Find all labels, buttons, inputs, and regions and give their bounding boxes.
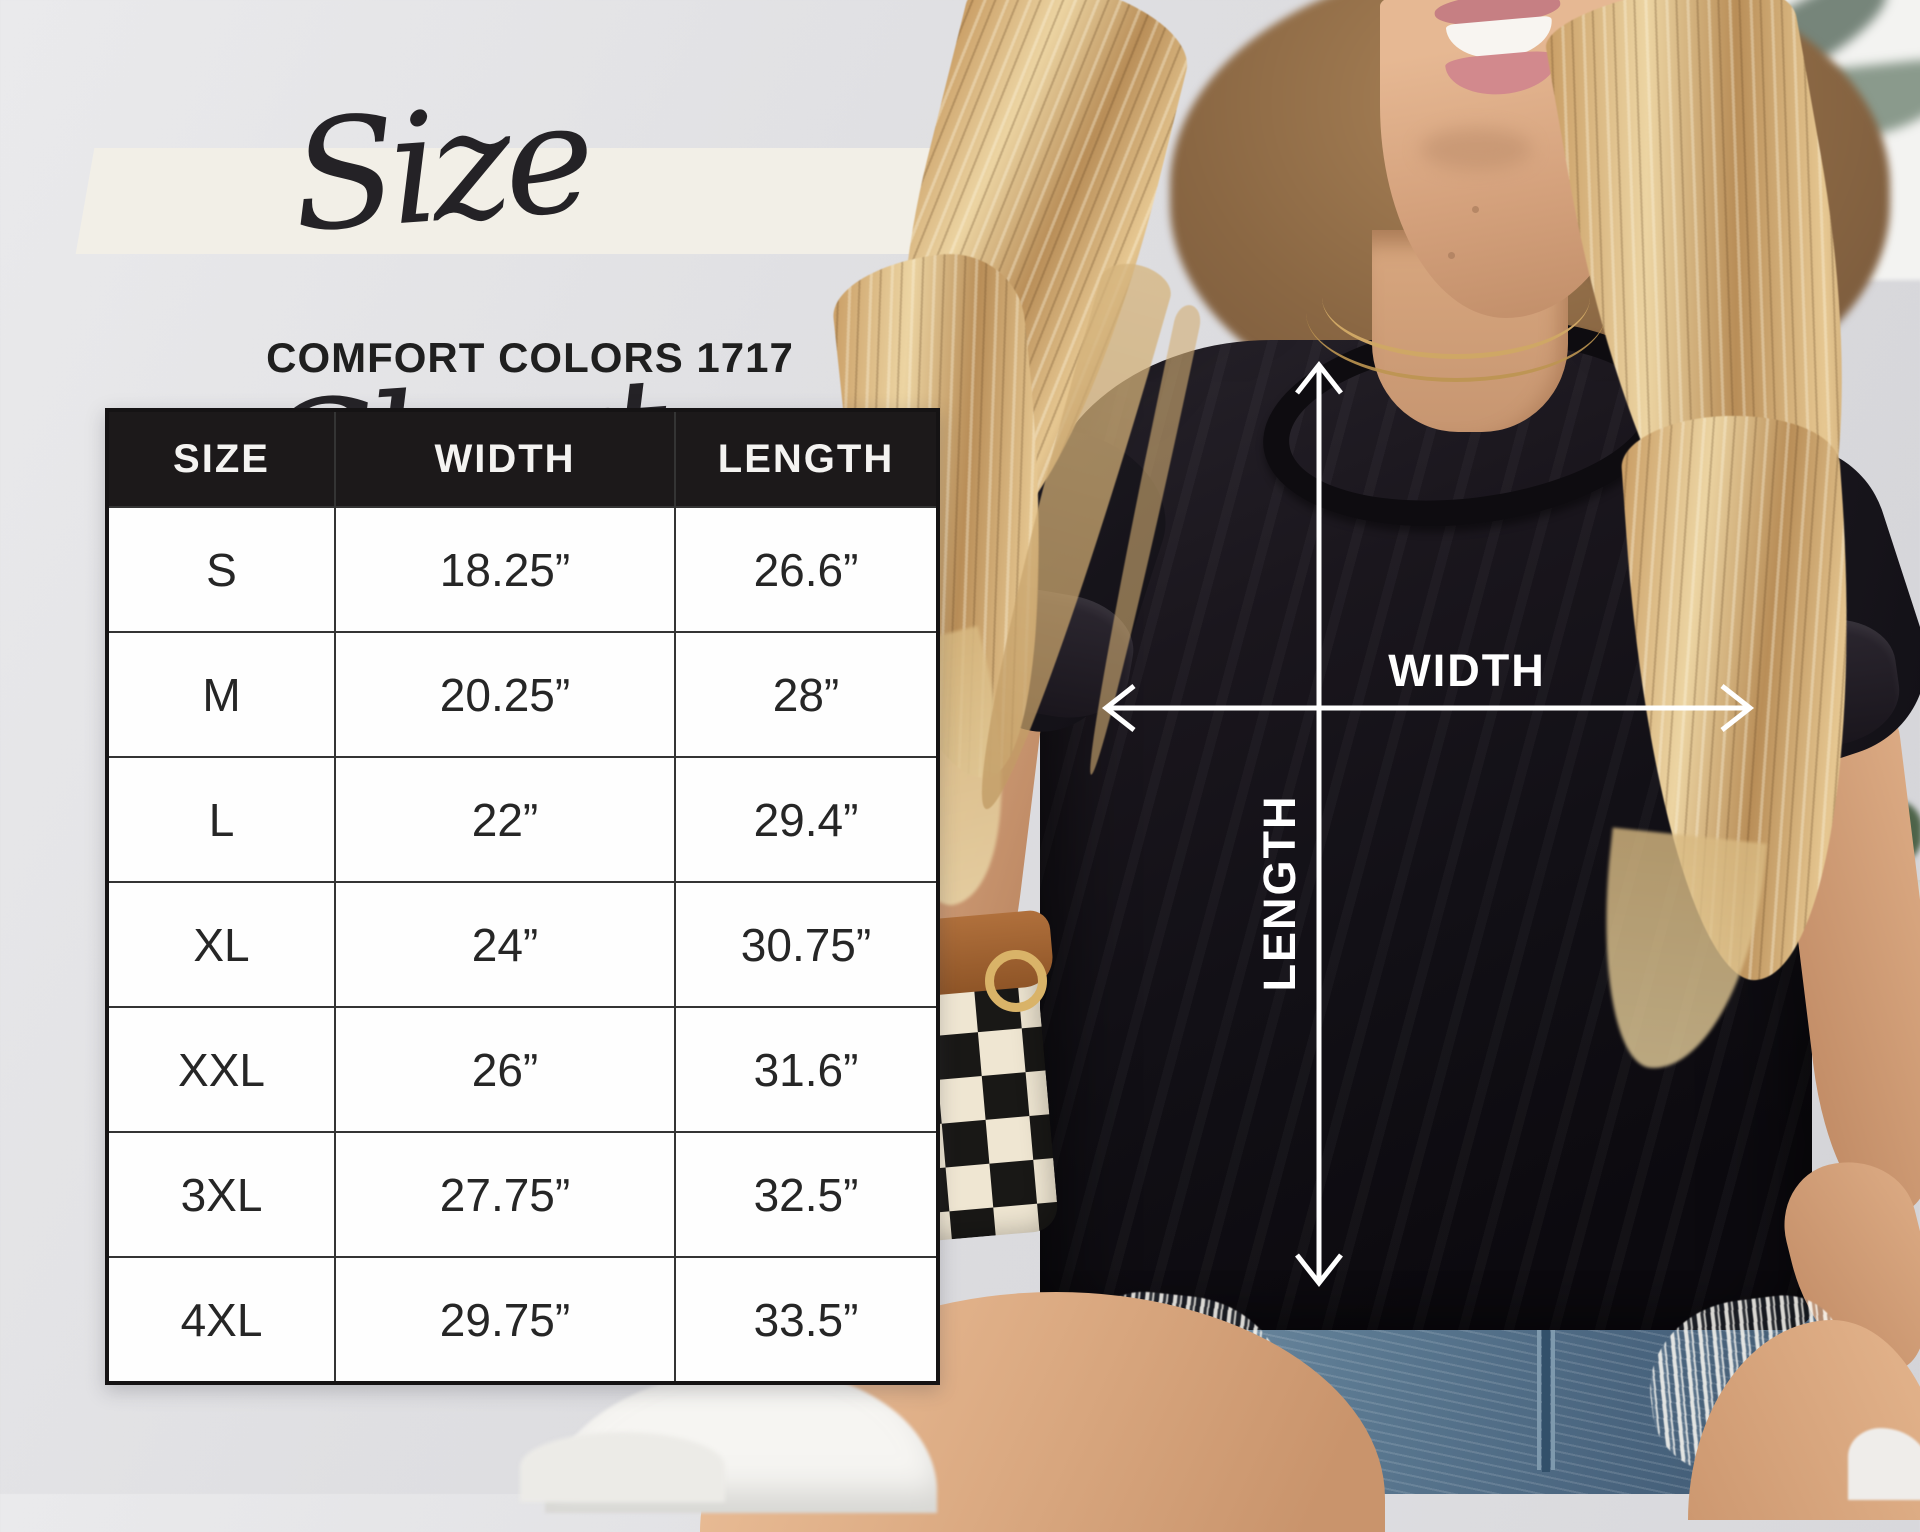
mole xyxy=(1472,206,1479,213)
table-cell: 31.6” xyxy=(676,1008,936,1131)
table-cell: 20.25” xyxy=(336,633,674,756)
table-cell: 28” xyxy=(676,633,936,756)
necklace-strand xyxy=(1306,244,1606,382)
table-cell: 33.5” xyxy=(676,1258,936,1381)
width-measurement-label: WIDTH xyxy=(1388,645,1546,696)
table-cell: 26” xyxy=(336,1008,674,1131)
size-chart-table: SIZE WIDTH LENGTH S 18.25” 26.6” M 20.25… xyxy=(105,408,940,1385)
table-cell: XXL xyxy=(109,1008,334,1131)
table-cell: 18.25” xyxy=(336,508,674,631)
table-cell: 24” xyxy=(336,883,674,1006)
length-measurement-label: LENGTH xyxy=(1254,794,1305,992)
table-cell: L xyxy=(109,758,334,881)
table-cell: 4XL xyxy=(109,1258,334,1381)
table-cell: S xyxy=(109,508,334,631)
column-header-size: SIZE xyxy=(109,412,334,506)
table-cell: 30.75” xyxy=(676,883,936,1006)
table-cell: 26.6” xyxy=(676,508,936,631)
fluffy-rug xyxy=(520,1432,725,1502)
column-header-width: WIDTH xyxy=(336,412,674,506)
bag-gold-ring xyxy=(985,950,1047,1012)
lower-lip xyxy=(1444,49,1560,99)
table-cell: XL xyxy=(109,883,334,1006)
page-title: Size Chart xyxy=(252,68,667,549)
cushion xyxy=(1848,1428,1920,1500)
table-cell: 29.75” xyxy=(336,1258,674,1381)
column-header-length: LENGTH xyxy=(676,412,936,506)
subtitle: COMFORT COLORS 1717 xyxy=(266,334,794,381)
table-cell: 22” xyxy=(336,758,674,881)
table-cell: 32.5” xyxy=(676,1133,936,1256)
table-cell: 3XL xyxy=(109,1133,334,1256)
chin-shadow xyxy=(1420,128,1532,170)
table-cell: 27.75” xyxy=(336,1133,674,1256)
shorts-fly-seam xyxy=(1542,1300,1550,1472)
table-cell: M xyxy=(109,633,334,756)
table-cell: 29.4” xyxy=(676,758,936,881)
